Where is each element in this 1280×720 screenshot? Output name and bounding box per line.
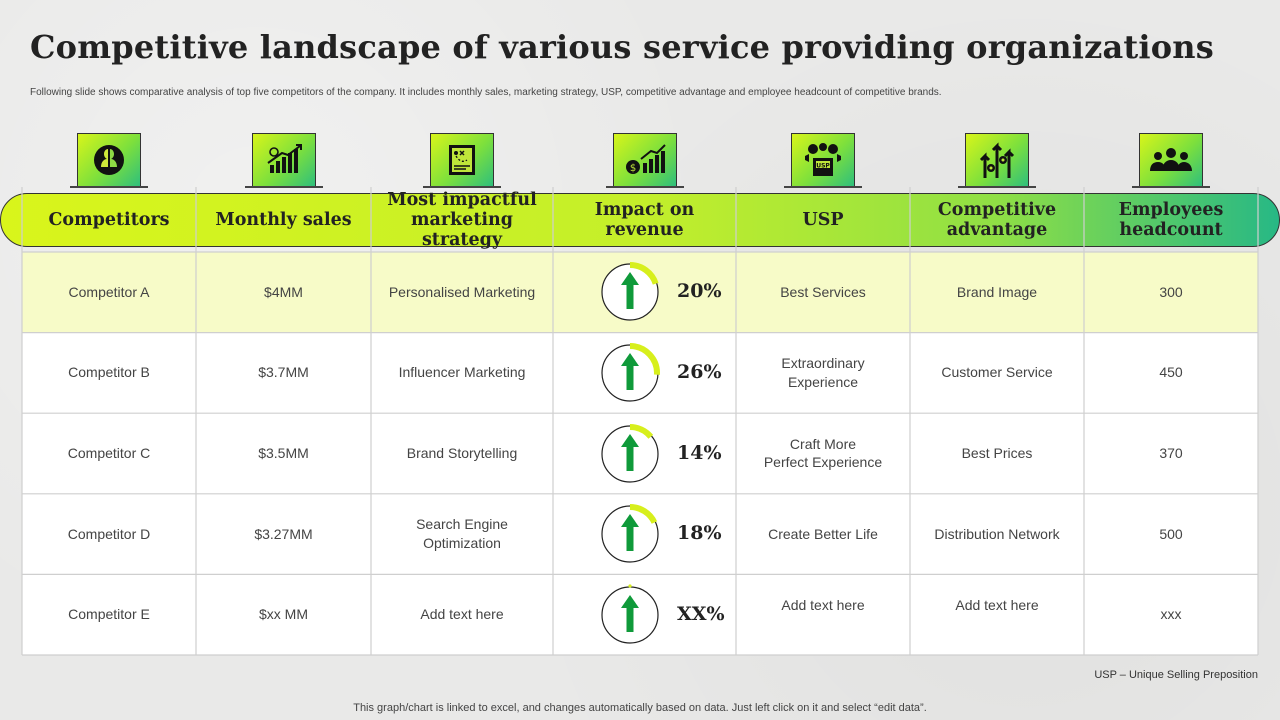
column-header-label: USP [802, 209, 844, 230]
competitor-name: Competitor E [68, 606, 150, 623]
column-header: Competitors [22, 193, 196, 247]
marketing-strategy: Influencer Marketing [398, 364, 526, 381]
usp-text: Extraordinary Experience [781, 355, 865, 390]
impact-gauge [601, 504, 659, 563]
column-header-label: Competitive advantage [937, 199, 1057, 240]
gauge-progress-arc [629, 504, 658, 525]
impact-percentage: 14% [677, 441, 722, 464]
icon-base-line [244, 186, 323, 188]
icon-base-line [784, 186, 862, 188]
competitive-advantage: Brand Image [956, 283, 1038, 300]
competitor-name: Competitor A [68, 283, 150, 300]
usp-text: Best Services [780, 283, 866, 300]
gauge-progress-arc [629, 342, 660, 375]
revenue-money-chart-icon: $ [612, 133, 677, 187]
competitor-name: Competitor C [67, 445, 151, 462]
marketing-strategy: Personalised Marketing [388, 283, 536, 300]
competitors-heads-icon [77, 133, 141, 187]
icon-base-line [958, 186, 1036, 188]
column-header: USP [736, 193, 910, 247]
up-arrow-icon [621, 433, 639, 471]
competitive-advantage: Customer Service [941, 364, 1053, 381]
up-arrow-icon [621, 594, 639, 632]
column-header: Monthly sales [196, 193, 371, 247]
impact-gauge [601, 262, 659, 321]
impact-gauge [601, 342, 660, 402]
gauge-progress-arc [629, 262, 659, 286]
up-arrow-icon [621, 272, 639, 310]
employee-headcount: 500 [1159, 525, 1183, 542]
impact-percentage: 26% [677, 360, 722, 383]
usp-text: Add text here [781, 597, 865, 614]
employee-headcount: 300 [1159, 283, 1183, 300]
monthly-sales: $3.5MM [258, 445, 309, 462]
icon-base-line [423, 186, 501, 188]
impact-gauge [601, 423, 659, 483]
icon-base-line [605, 186, 684, 188]
usp-footnote: USP – Unique Selling Preposition [1094, 669, 1258, 681]
column-header-label: Competitors [48, 209, 170, 230]
employee-headcount: xxx [1160, 606, 1182, 623]
impact-percentage: XX% [677, 602, 725, 625]
competitor-name: Competitor D [67, 525, 151, 542]
page-subtitle: Following slide shows comparative analys… [30, 87, 942, 98]
competitor-name: Competitor B [68, 364, 150, 381]
gauge-progress-arc [628, 584, 632, 588]
impact-percentage: 20% [677, 280, 722, 303]
employee-headcount: 450 [1159, 364, 1183, 381]
sales-growth-chart-icon [251, 133, 316, 187]
up-arrow-icon [621, 514, 639, 552]
competitive-advantage: Distribution Network [934, 525, 1060, 542]
employee-headcount: 370 [1159, 445, 1183, 462]
impact-gauge [601, 584, 659, 644]
up-arrow-icon [621, 352, 639, 390]
usp-megaphone-box-icon: USP [791, 133, 855, 187]
gauge-progress-arc [629, 423, 654, 439]
page-title: Competitive landscape of various service… [30, 28, 1214, 66]
icon-base-line [1132, 186, 1210, 188]
table-header-band [0, 193, 1280, 247]
monthly-sales: $4MM [264, 283, 303, 300]
column-header-label: Impact on revenue [594, 199, 695, 240]
competitive-advantage: Best Prices [961, 445, 1033, 462]
usp-text: Craft More Perfect Experience [763, 435, 883, 471]
impact-percentage: 18% [677, 522, 722, 545]
column-header-label: Employees headcount [1118, 199, 1224, 240]
marketing-strategy: Brand Storytelling [406, 445, 518, 462]
icon-base-line [70, 186, 148, 188]
advantage-arrows-gears-icon [965, 133, 1029, 187]
monthly-sales: $xx MM [259, 606, 308, 623]
column-header: Competitive advantage [910, 193, 1084, 247]
edit-data-note: This graph/chart is linked to excel, and… [353, 702, 927, 714]
monthly-sales: $3.27MM [254, 525, 313, 542]
column-header-label: Most impactful marketing strategy [387, 189, 537, 251]
monthly-sales: $3.7MM [258, 364, 309, 381]
column-header: Employees headcount [1084, 193, 1258, 247]
competitive-advantage: Add text here [955, 597, 1039, 614]
marketing-strategy: Search Engine Optimization [416, 516, 508, 552]
marketing-strategy: Add text here [420, 606, 504, 623]
svg-text:$: $ [629, 163, 635, 174]
column-header-label: Monthly sales [215, 209, 352, 230]
usp-text: Create Better Life [768, 525, 878, 542]
column-header: Most impactful marketing strategy [371, 189, 553, 251]
employees-group-icon [1139, 133, 1203, 187]
column-header: Impact on revenue [553, 193, 736, 247]
svg-text:USP: USP [816, 163, 830, 170]
strategy-board-icon [430, 133, 494, 187]
